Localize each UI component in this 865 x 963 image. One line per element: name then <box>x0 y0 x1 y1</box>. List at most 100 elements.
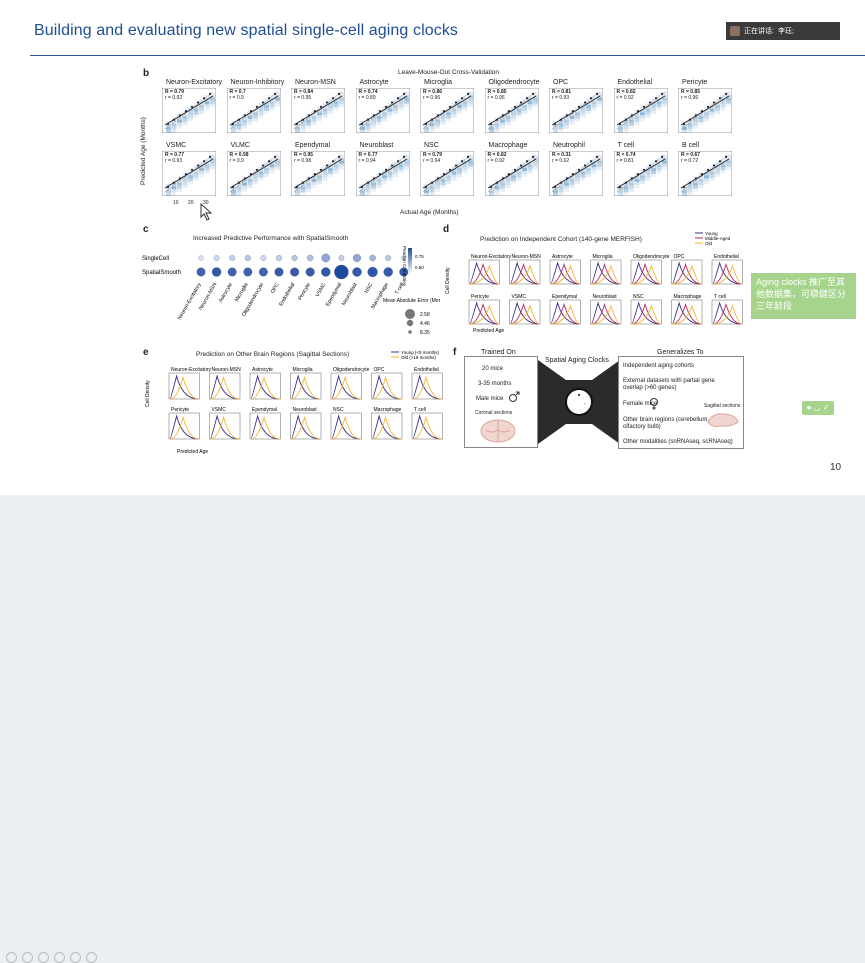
tile-title: Neuroblast <box>359 142 394 149</box>
gen-item: Other modalities (snRNAseq, scRNAseq) <box>623 439 733 445</box>
density-title: Ependymal <box>552 294 577 300</box>
density-curve <box>210 375 240 400</box>
tile-R: R = 0.31 <box>552 152 572 158</box>
view-icon[interactable] <box>54 952 65 963</box>
speaker-name: 李珏; <box>777 28 794 35</box>
density-curve <box>591 304 621 325</box>
gen-item: Other brain regions (cerebellum, olfacto… <box>623 417 710 430</box>
density-title: T cell <box>714 294 726 300</box>
tile-r: r = 0.96 <box>423 95 441 101</box>
singlecell-dot <box>291 254 298 262</box>
density-curve <box>469 302 499 325</box>
tile-plot <box>549 151 603 196</box>
tile-title: VSMC <box>166 142 187 149</box>
density-title: Macrophage <box>374 407 402 413</box>
next-slide-icon[interactable] <box>22 952 33 963</box>
density-curve <box>169 414 199 440</box>
tile-r: r = 0.94 <box>423 158 441 164</box>
density-title: Endothelial <box>414 367 439 373</box>
density-frame <box>411 372 443 400</box>
prev-slide-icon[interactable] <box>6 952 17 963</box>
pen-icon[interactable] <box>38 952 49 963</box>
density-title: VSMC <box>212 407 227 413</box>
density-curve <box>510 261 540 285</box>
density-frame <box>330 412 362 440</box>
singlecell-dot <box>352 253 362 263</box>
tile-r: r = 0.93 <box>165 158 183 164</box>
panel-c-letter: c <box>143 224 149 235</box>
sagittal-label: Sagittal sections <box>704 403 741 409</box>
density-curve <box>250 374 280 400</box>
tile-r: r = 0.94 <box>358 158 376 164</box>
singlecell-dot <box>306 254 314 262</box>
speaker-avatar <box>730 26 740 36</box>
density-curve <box>591 261 621 285</box>
column-label: Endothelial <box>278 282 296 307</box>
density-curve <box>372 414 402 440</box>
density-curve <box>469 304 499 325</box>
tile-title: Astrocyte <box>359 79 389 86</box>
slide: Building and evaluating new spatial sing… <box>0 0 865 495</box>
density-curve <box>712 264 742 285</box>
density-curve <box>412 415 442 440</box>
tile-title: VLMC <box>230 142 250 149</box>
tile-plot <box>291 151 345 196</box>
mouse-cursor-icon <box>200 203 213 221</box>
tile-plot <box>613 88 668 133</box>
density-frame <box>168 412 200 440</box>
density-frame <box>371 372 403 400</box>
zoom-icon[interactable] <box>70 952 81 963</box>
trained-on-title: Trained On <box>481 349 516 356</box>
spatialsmooth-dot <box>367 266 378 278</box>
density-curve <box>331 375 361 400</box>
density-curve <box>672 264 702 285</box>
tile-plot <box>678 151 732 196</box>
density-title: Astrocyte <box>552 254 573 260</box>
spatialsmooth-dot <box>274 267 284 277</box>
tile-r: r = 0.92 <box>487 158 505 164</box>
density-title: Pericyte <box>471 294 489 300</box>
tile-plot <box>420 88 474 133</box>
tile-r: r = 0.98 <box>294 158 312 164</box>
density-curve <box>412 414 442 440</box>
legend-label: Old <box>705 241 713 246</box>
singlecell-dot <box>244 254 251 262</box>
legend-label: Old (>18 months) <box>401 355 436 360</box>
density-title: Oligodendrocyte <box>633 254 670 260</box>
tile-plot <box>355 151 410 196</box>
column-label: Pericyte <box>297 282 312 301</box>
density-title: Astrocyte <box>252 367 273 373</box>
density-curve <box>510 302 540 325</box>
train-item: Coronal sections <box>475 410 513 416</box>
column-label: Neuroblast <box>341 282 359 307</box>
tile-R: R = 0.67 <box>681 152 701 158</box>
singlecell-dot <box>369 254 376 262</box>
recording-indicator-icon: ● ◡ ✓ <box>802 401 834 415</box>
spatialsmooth-dot <box>334 264 349 280</box>
density-title: VSMC <box>512 294 527 300</box>
singlecell-dot <box>275 254 282 261</box>
size-legend-label: 4.46 <box>420 321 430 327</box>
tile-title: Endothelial <box>617 79 653 86</box>
density-frame <box>509 299 541 325</box>
panel-e-densities: Young (<9 months)Old (>18 months) Neuron-… <box>145 350 443 455</box>
density-curve <box>291 415 321 440</box>
density-frame <box>330 372 362 400</box>
density-curve <box>210 414 240 440</box>
density-curve <box>510 262 540 285</box>
legend-label: Middle-Aged <box>705 236 731 241</box>
density-curve <box>169 375 199 400</box>
clock-title: Spatial Aging Clocks <box>543 357 611 364</box>
density-title: Oligodendrocyte <box>333 367 370 373</box>
tile-R: R = 0.79 <box>165 89 185 95</box>
tile-title: Pericyte <box>682 79 708 86</box>
more-options-icon[interactable] <box>86 952 97 963</box>
callout-box: Aging clocks 推广至其他数据集，可稳健区分三年龄段 <box>751 273 856 319</box>
train-item: 20 mice <box>482 366 504 372</box>
density-curve <box>631 304 661 325</box>
tile-r: r = 0.89 <box>358 95 376 101</box>
density-curve <box>169 374 199 400</box>
tile-title: B cell <box>682 142 700 149</box>
density-curve <box>372 374 402 400</box>
density-curve <box>631 261 661 285</box>
